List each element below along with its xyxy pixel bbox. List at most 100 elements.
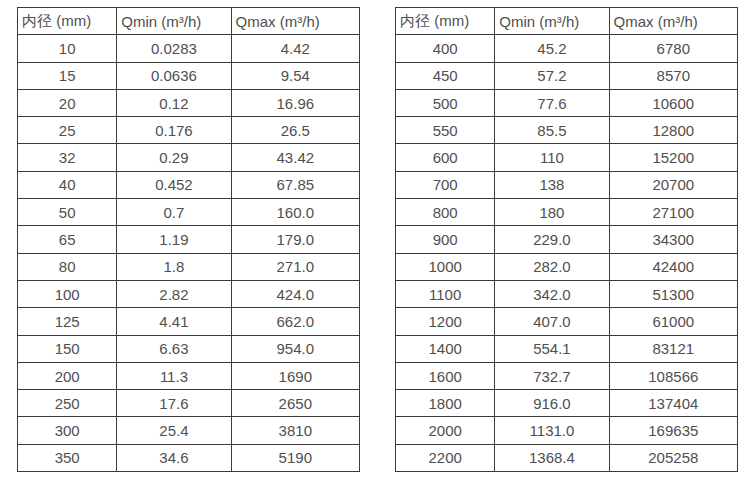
table-cell: 500 bbox=[396, 89, 495, 116]
table-cell: 34.6 bbox=[117, 444, 231, 471]
header-row: 内径 (mm) Qmin (m³/h) Qmax (m³/h) bbox=[18, 8, 360, 35]
table-header: 内径 (mm) Qmin (m³/h) Qmax (m³/h) bbox=[18, 8, 360, 35]
table-cell: 11.3 bbox=[117, 362, 231, 389]
table-row: 1400554.183121 bbox=[396, 335, 738, 362]
table-cell: 160.0 bbox=[231, 199, 359, 226]
table-cell: 50 bbox=[18, 199, 117, 226]
table-cell: 110 bbox=[495, 144, 609, 171]
table-cell: 65 bbox=[18, 226, 117, 253]
table-row: 80018027100 bbox=[396, 199, 738, 226]
table-cell: 25.4 bbox=[117, 417, 231, 444]
table-row: 1600732.7108566 bbox=[396, 362, 738, 389]
table-header: 内径 (mm) Qmin (m³/h) Qmax (m³/h) bbox=[396, 8, 738, 35]
table-cell: 4.41 bbox=[117, 308, 231, 335]
table-cell: 662.0 bbox=[231, 308, 359, 335]
col-header-inner-diameter: 内径 (mm) bbox=[396, 8, 495, 35]
table-cell: 3810 bbox=[231, 417, 359, 444]
table-cell: 25 bbox=[18, 117, 117, 144]
table-cell: 2650 bbox=[231, 390, 359, 417]
table-cell: 1200 bbox=[396, 308, 495, 335]
table-cell: 900 bbox=[396, 226, 495, 253]
table-cell: 9.54 bbox=[231, 62, 359, 89]
table-cell: 0.0283 bbox=[117, 35, 231, 62]
flow-tables-container: 内径 (mm) Qmin (m³/h) Qmax (m³/h) 100.0283… bbox=[0, 0, 750, 472]
table-cell: 400 bbox=[396, 35, 495, 62]
table-cell: 57.2 bbox=[495, 62, 609, 89]
table-row: 20001131.0169635 bbox=[396, 417, 738, 444]
table-cell: 15200 bbox=[609, 144, 737, 171]
table-cell: 80 bbox=[18, 253, 117, 280]
table-row: 1800916.0137404 bbox=[396, 390, 738, 417]
table-cell: 51300 bbox=[609, 280, 737, 307]
table-row: 25017.62650 bbox=[18, 390, 360, 417]
table-cell: 32 bbox=[18, 144, 117, 171]
table-cell: 8570 bbox=[609, 62, 737, 89]
table-cell: 916.0 bbox=[495, 390, 609, 417]
table-row: 400.45267.85 bbox=[18, 171, 360, 198]
table-cell: 0.176 bbox=[117, 117, 231, 144]
table-cell: 169635 bbox=[609, 417, 737, 444]
table-cell: 1100 bbox=[396, 280, 495, 307]
page: { "columns": ["内径 (mm)", "Qmin (m³/h)", … bbox=[0, 0, 750, 483]
table-row: 60011015200 bbox=[396, 144, 738, 171]
table-cell: 40 bbox=[18, 171, 117, 198]
table-cell: 61000 bbox=[609, 308, 737, 335]
table-cell: 2000 bbox=[396, 417, 495, 444]
table-cell: 17.6 bbox=[117, 390, 231, 417]
table-cell: 83121 bbox=[609, 335, 737, 362]
col-header-qmin: Qmin (m³/h) bbox=[117, 8, 231, 35]
table-cell: 179.0 bbox=[231, 226, 359, 253]
table-cell: 100 bbox=[18, 280, 117, 307]
table-cell: 137404 bbox=[609, 390, 737, 417]
table-cell: 12800 bbox=[609, 117, 737, 144]
table-cell: 1.8 bbox=[117, 253, 231, 280]
table-row: 55085.512800 bbox=[396, 117, 738, 144]
table-cell: 700 bbox=[396, 171, 495, 198]
table-cell: 1600 bbox=[396, 362, 495, 389]
table-cell: 42400 bbox=[609, 253, 737, 280]
table-row: 1506.63954.0 bbox=[18, 335, 360, 362]
col-header-qmax: Qmax (m³/h) bbox=[231, 8, 359, 35]
table-cell: 954.0 bbox=[231, 335, 359, 362]
table-body: 40045.2678045057.2857050077.61060055085.… bbox=[396, 35, 738, 472]
table-cell: 300 bbox=[18, 417, 117, 444]
table-row: 1002.82424.0 bbox=[18, 280, 360, 307]
flow-table-large-diameters: 内径 (mm) Qmin (m³/h) Qmax (m³/h) 40045.26… bbox=[395, 7, 738, 472]
table-row: 500.7160.0 bbox=[18, 199, 360, 226]
table-cell: 550 bbox=[396, 117, 495, 144]
table-cell: 1000 bbox=[396, 253, 495, 280]
table-row: 100.02834.42 bbox=[18, 35, 360, 62]
table-cell: 1400 bbox=[396, 335, 495, 362]
table-row: 1254.41662.0 bbox=[18, 308, 360, 335]
table-cell: 800 bbox=[396, 199, 495, 226]
table-row: 200.1216.96 bbox=[18, 89, 360, 116]
table-cell: 4.42 bbox=[231, 35, 359, 62]
table-row: 40045.26780 bbox=[396, 35, 738, 62]
table-row: 35034.65190 bbox=[18, 444, 360, 471]
table-row: 900229.034300 bbox=[396, 226, 738, 253]
table-cell: 424.0 bbox=[231, 280, 359, 307]
table-cell: 0.12 bbox=[117, 89, 231, 116]
table-cell: 27100 bbox=[609, 199, 737, 226]
table-cell: 5190 bbox=[231, 444, 359, 471]
table-cell: 16.96 bbox=[231, 89, 359, 116]
table-cell: 138 bbox=[495, 171, 609, 198]
table-cell: 20 bbox=[18, 89, 117, 116]
table-cell: 0.452 bbox=[117, 171, 231, 198]
table-cell: 282.0 bbox=[495, 253, 609, 280]
table-cell: 6.63 bbox=[117, 335, 231, 362]
table-cell: 1.19 bbox=[117, 226, 231, 253]
table-cell: 125 bbox=[18, 308, 117, 335]
table-body: 100.02834.42150.06369.54200.1216.96250.1… bbox=[18, 35, 360, 472]
table-cell: 108566 bbox=[609, 362, 737, 389]
table-cell: 6780 bbox=[609, 35, 737, 62]
table-cell: 1131.0 bbox=[495, 417, 609, 444]
table-cell: 271.0 bbox=[231, 253, 359, 280]
table-row: 1000282.042400 bbox=[396, 253, 738, 280]
table-cell: 85.5 bbox=[495, 117, 609, 144]
table-cell: 2.82 bbox=[117, 280, 231, 307]
table-row: 1200407.061000 bbox=[396, 308, 738, 335]
table-cell: 1800 bbox=[396, 390, 495, 417]
table-cell: 10600 bbox=[609, 89, 737, 116]
table-row: 250.17626.5 bbox=[18, 117, 360, 144]
